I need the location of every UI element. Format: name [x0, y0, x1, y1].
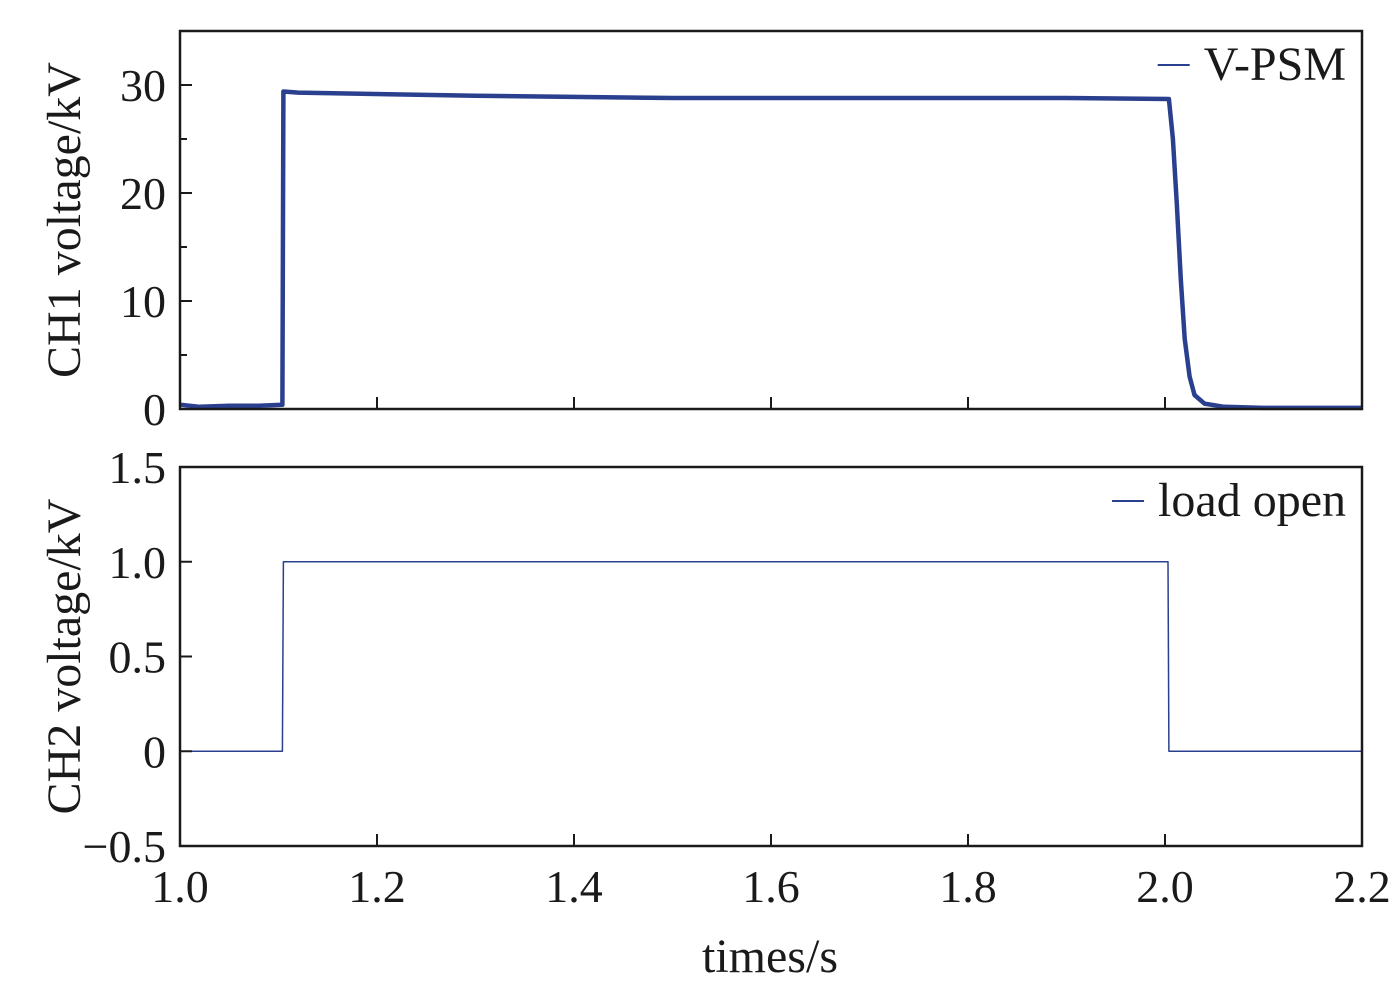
x-tick-label: 1.4: [545, 861, 603, 912]
y-tick-label-top: 10: [120, 276, 166, 327]
legend-label-bottom: load open: [1158, 474, 1346, 527]
x-tick-label: 2.0: [1136, 861, 1194, 912]
bottom-panel: 1.0 1.2 1.4 1.6 1.8 2.0 2.2 −0.5 0 0.5 1.0 1.5 CH2 v…: [38, 442, 1391, 912]
y-tick-label-bottom: 0: [143, 726, 166, 777]
x-tick-label: 1.8: [939, 861, 997, 912]
x-axis-title: times/s: [702, 930, 838, 983]
y-tick-label-top: 0: [143, 384, 166, 435]
y-tick-label-top: 30: [120, 60, 166, 111]
series-line-bottom-0: [180, 561, 1362, 753]
y-tick-label-bottom: 1.0: [109, 537, 167, 588]
y-axis-title-bottom: CH2 voltage/kV: [38, 498, 91, 814]
x-tick-label: 1.0: [151, 861, 209, 912]
x-tick-label: 2.2: [1333, 861, 1391, 912]
top-panel: 0 10 20 30 CH1 voltage/kV V-PSM: [38, 29, 1364, 435]
x-tick-label: 1.6: [742, 861, 800, 912]
y-tick-label-top: 20: [120, 168, 166, 219]
x-tick-label: 1.2: [348, 861, 406, 912]
y-tick-label-bottom: 0.5: [109, 632, 167, 683]
y-tick-label-bottom: −0.5: [83, 821, 166, 872]
legend-label-top: V-PSM: [1204, 38, 1346, 91]
y-axis-title-top: CH1 voltage/kV: [38, 62, 91, 378]
y-tick-label-bottom: 1.5: [109, 442, 167, 493]
series-line-top-0: [179, 89, 1362, 411]
